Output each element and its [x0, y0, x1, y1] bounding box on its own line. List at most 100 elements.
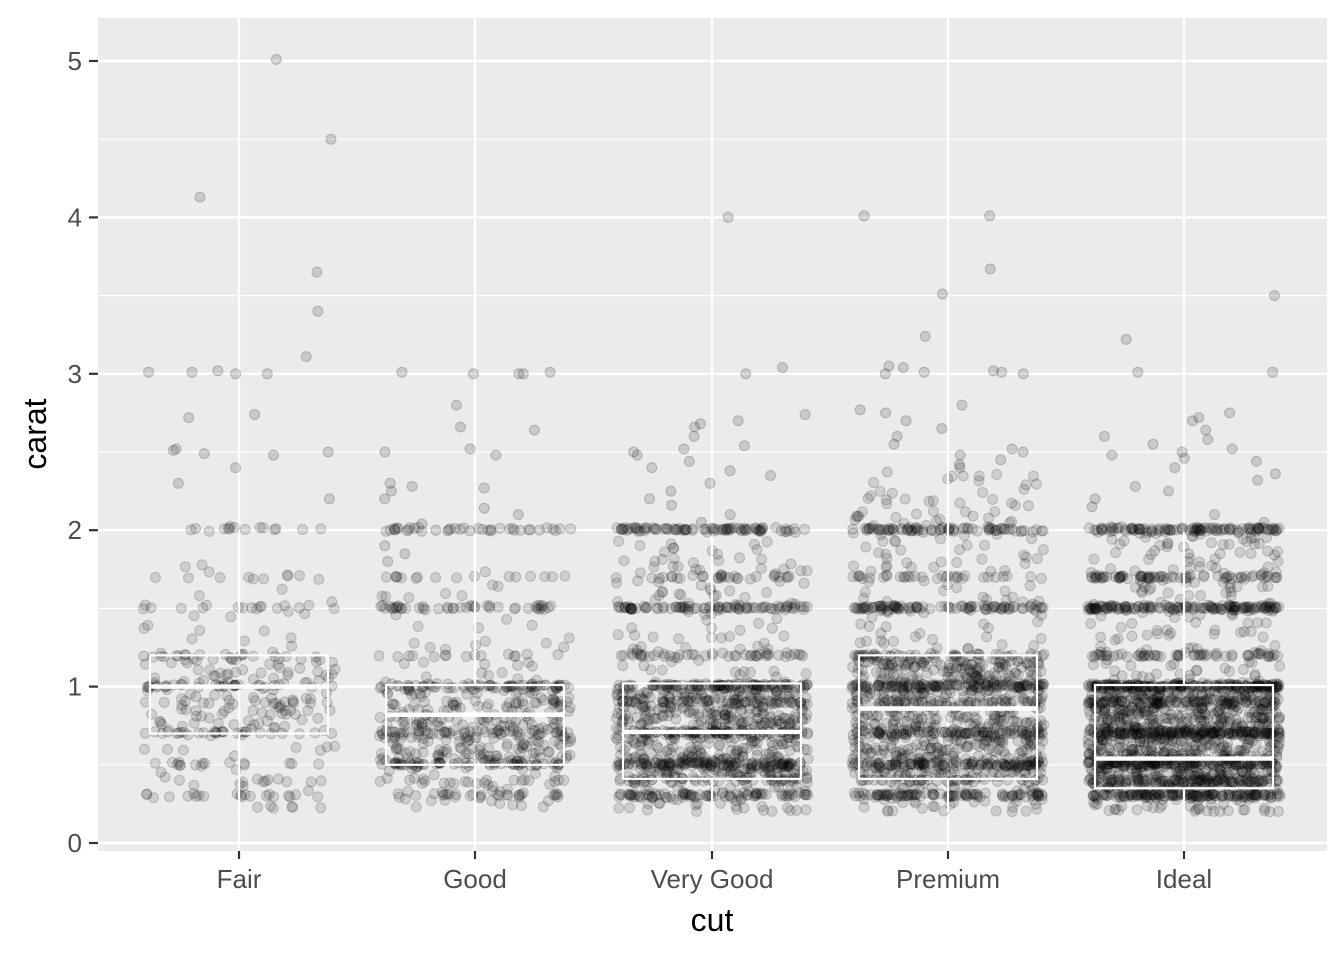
jitter-point: [959, 522, 971, 534]
outlier-point: [172, 477, 184, 489]
jitter-point: [1110, 547, 1122, 559]
jitter-point: [419, 775, 431, 787]
outlier-point: [464, 443, 476, 455]
jitter-point: [480, 680, 491, 692]
jitter-point: [716, 632, 728, 644]
jitter-point: [982, 760, 994, 772]
jitter-point: [797, 650, 809, 662]
jitter-point: [247, 573, 259, 585]
jitter-point: [548, 789, 559, 801]
jitter-point: [1028, 603, 1040, 615]
jitter-point: [440, 588, 452, 600]
jitter-point: [863, 620, 875, 632]
outlier-point: [212, 365, 224, 377]
jitter-point: [272, 773, 284, 785]
jitter-point: [412, 620, 424, 632]
jitter-point: [513, 789, 525, 801]
jitter-point: [237, 776, 249, 788]
jitter-point: [1016, 727, 1028, 739]
outlier-point: [430, 524, 442, 536]
jitter-point: [257, 776, 269, 788]
jitter-point: [196, 710, 208, 722]
outlier-point: [382, 556, 394, 567]
jitter-point: [987, 717, 999, 729]
jitter-point: [948, 765, 960, 777]
jitter-point: [460, 602, 472, 613]
jitter-point: [881, 790, 893, 802]
jitter-point: [282, 606, 294, 617]
jitter-point: [733, 752, 745, 764]
jitter-point: [294, 570, 305, 582]
jitter-point: [414, 688, 426, 700]
jitter-point: [284, 757, 296, 769]
jitter-point: [186, 633, 198, 645]
jitter-point: [667, 793, 679, 805]
jitter-point: [731, 795, 742, 807]
jitter-point: [653, 576, 665, 588]
jitter-point: [513, 697, 524, 709]
jitter-point: [417, 603, 429, 615]
jitter-point: [283, 790, 294, 802]
jitter-point: [916, 802, 928, 814]
jitter-point: [977, 658, 989, 670]
outlier-point: [406, 480, 418, 492]
jitter-point: [428, 788, 440, 800]
jitter-point: [239, 524, 251, 535]
jitter-point: [381, 772, 393, 784]
jitter-point: [873, 525, 885, 536]
jitter-point: [190, 705, 202, 717]
jitter-point: [741, 696, 753, 708]
jitter-point: [880, 494, 892, 506]
jitter-point: [239, 789, 251, 801]
jitter-point: [279, 720, 291, 732]
jitter-point: [282, 666, 294, 678]
outlier-point: [688, 430, 700, 442]
jitter-point: [179, 695, 191, 707]
outlier-point: [396, 366, 408, 378]
jitter-point: [197, 602, 209, 614]
outlier-point: [879, 368, 891, 380]
jitter-point: [695, 746, 707, 758]
jitter-point: [730, 650, 742, 662]
jitter-point: [770, 522, 782, 533]
jitter-point: [175, 693, 187, 705]
jitter-point: [1085, 618, 1097, 630]
jitter-point: [166, 757, 178, 768]
jitter-point: [509, 650, 521, 662]
jitter-point: [697, 775, 709, 787]
jitter-point: [274, 662, 286, 674]
jitter-point: [312, 712, 324, 724]
jitter-point: [432, 750, 444, 762]
jitter-point: [881, 560, 893, 572]
jitter-point: [713, 555, 725, 567]
jitter-point: [686, 648, 698, 660]
jitter-point: [425, 795, 437, 807]
jitter-point: [218, 705, 230, 717]
jitter-point: [221, 690, 233, 702]
outlier-point: [646, 462, 658, 474]
jitter-point: [530, 747, 542, 759]
jitter-point: [430, 572, 442, 583]
jitter-point: [303, 785, 314, 797]
outlier-point: [752, 524, 763, 536]
jitter-point: [255, 667, 267, 679]
jitter-point: [148, 792, 159, 804]
jitter-point: [941, 666, 953, 678]
jitter-point: [523, 775, 535, 787]
jitter-point: [188, 717, 200, 729]
jitter-point: [1274, 660, 1286, 672]
jitter-point: [1037, 602, 1049, 614]
jitter-point: [253, 718, 265, 729]
jitter-point: [683, 707, 694, 718]
jitter-point: [701, 696, 713, 708]
jitter-point: [973, 674, 984, 685]
outlier-point: [512, 509, 524, 521]
outlier-point: [738, 440, 750, 452]
jitter-point: [387, 603, 399, 615]
jitter-point: [313, 758, 325, 770]
jitter-point: [642, 688, 654, 699]
jitter-point: [676, 524, 688, 536]
jitter-point: [877, 535, 889, 547]
jitter-point: [800, 804, 812, 816]
